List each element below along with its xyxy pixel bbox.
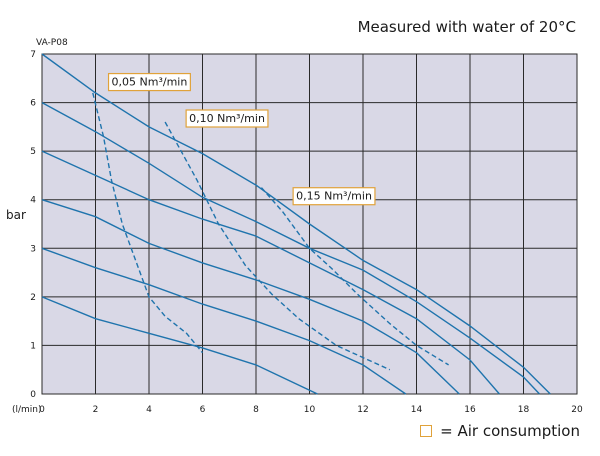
y-tick-label: 5 <box>30 147 36 157</box>
annotation: 0,10 Nm³/min <box>185 109 269 128</box>
x-tick-label: 4 <box>146 405 152 415</box>
y-tick-label: 3 <box>30 244 36 254</box>
annotation-text: 0,15 Nm³/min <box>296 190 372 203</box>
y-tick-label: 4 <box>30 196 36 206</box>
measurement-caption: Measured with water of 20°C <box>357 18 576 36</box>
legend-label: = Air consumption <box>440 422 580 440</box>
pressure-curve <box>41 150 500 395</box>
x-tick-label: 20 <box>571 405 583 415</box>
x-axis-label: (l/min) <box>12 405 42 415</box>
y-tick-label: 6 <box>30 99 36 109</box>
x-tick-label: 0 <box>39 405 45 415</box>
y-tick-label: 2 <box>30 293 36 303</box>
legend: = Air consumption <box>420 422 580 440</box>
y-axis-label: bar <box>6 208 26 222</box>
annotation-text: 0,10 Nm³/min <box>189 112 265 125</box>
annotation-box <box>107 72 191 92</box>
pressure-curve <box>41 199 460 395</box>
grid-lines <box>41 53 578 395</box>
x-tick-label: 2 <box>93 405 99 415</box>
y-tick-label: 0 <box>30 390 36 400</box>
annotation-box <box>292 187 376 206</box>
x-tick-label: 12 <box>357 405 368 415</box>
x-tick-label: 6 <box>200 405 206 415</box>
annotation: 0,05 Nm³/min <box>107 72 191 92</box>
x-tick-label: 16 <box>464 405 476 415</box>
air-consumption-curve <box>260 187 449 366</box>
annotation: 0,15 Nm³/min <box>292 187 376 206</box>
x-tick-label: 10 <box>304 405 316 415</box>
pressure-curve <box>41 53 551 395</box>
model-label: VA-P08 <box>36 38 68 48</box>
x-tick-label: 18 <box>518 405 530 415</box>
air-consumption-curve <box>92 92 204 354</box>
y-tick-label: 1 <box>30 341 36 351</box>
x-tick-label: 14 <box>411 405 423 415</box>
pressure-curve <box>41 247 407 395</box>
pressure-curve <box>41 101 541 395</box>
annotation-box <box>185 109 269 128</box>
x-tick-label: 8 <box>253 405 259 415</box>
series-curves <box>41 53 551 395</box>
pressure-curve <box>41 296 318 395</box>
annotation-labels: 0,05 Nm³/min 0,10 Nm³/min 0,15 Nm³/min <box>107 72 376 206</box>
annotation-text: 0,05 Nm³/min <box>112 76 188 89</box>
y-tick-label: 7 <box>30 50 36 60</box>
air-consumption-curve <box>164 121 391 371</box>
legend-swatch <box>420 425 433 437</box>
